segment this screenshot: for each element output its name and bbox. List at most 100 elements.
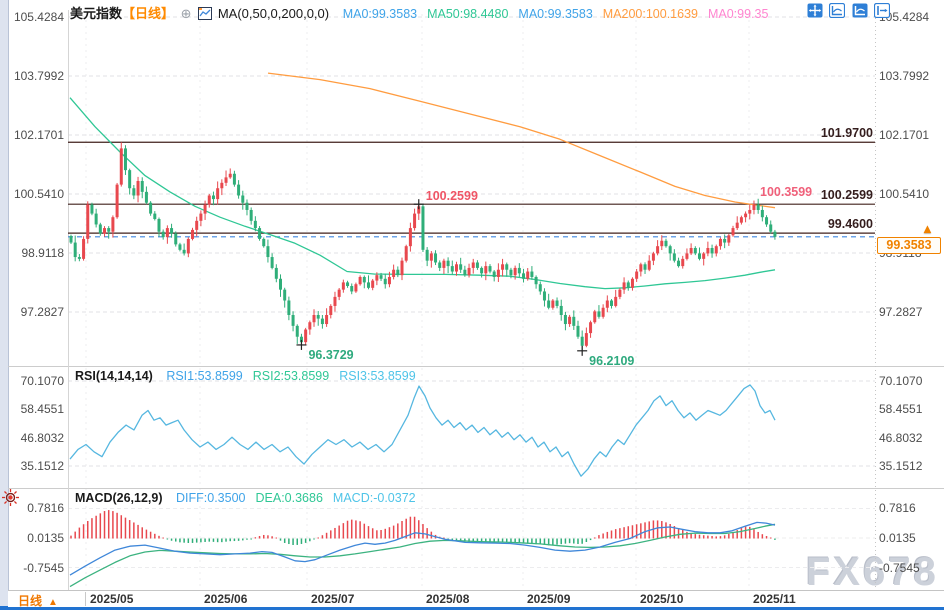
right-axis-label: 46.8032 xyxy=(879,430,923,445)
candle xyxy=(320,318,324,325)
candle xyxy=(501,264,505,270)
exit-right-icon[interactable] xyxy=(874,2,891,19)
candle xyxy=(568,316,572,325)
candle xyxy=(593,311,597,323)
candle xyxy=(677,260,681,267)
axis-scale-icon[interactable] xyxy=(829,2,846,19)
candle xyxy=(442,260,446,268)
left-axis-label: 97.2827 xyxy=(20,304,64,319)
ma-settings: MA(0,50,0,200,0,0) xyxy=(217,6,330,21)
candle xyxy=(773,231,777,237)
candle xyxy=(601,307,605,317)
candle xyxy=(517,267,521,274)
candle xyxy=(408,228,412,247)
resistance-level-label-1: 101.9700 xyxy=(820,126,873,140)
candle xyxy=(86,204,90,239)
candle xyxy=(107,228,111,232)
macd-values-item: DIFF:0.3500 xyxy=(176,491,246,505)
candle xyxy=(149,202,153,214)
expand-plus-icon[interactable]: ⊕ xyxy=(180,6,192,21)
candle xyxy=(542,291,546,301)
candle xyxy=(232,173,236,185)
candle xyxy=(123,148,127,171)
left-axis-label: 0.7816 xyxy=(27,501,64,516)
chart-header: 美元指数【日线】 ⊕ MA(0,50,0,200,0,0) MA0:99.358… xyxy=(70,3,768,21)
macd-title: MACD(26,12,9) xyxy=(75,491,163,505)
candle xyxy=(157,219,161,232)
candle xyxy=(174,233,178,245)
bottom-window-edge xyxy=(0,606,944,610)
candle xyxy=(635,271,639,279)
candle xyxy=(710,247,714,254)
candle xyxy=(656,246,660,254)
candle xyxy=(660,240,664,247)
left-axis-label: 70.1070 xyxy=(20,374,64,388)
candle xyxy=(739,217,743,223)
candle xyxy=(672,253,676,261)
candle xyxy=(706,247,710,254)
move-icon[interactable] xyxy=(807,3,823,18)
candle xyxy=(170,228,174,234)
candle xyxy=(191,229,195,239)
candle xyxy=(90,204,94,214)
candle xyxy=(563,314,567,325)
candle xyxy=(94,213,98,225)
candle xyxy=(693,247,697,254)
candle xyxy=(333,296,337,306)
candle xyxy=(354,284,358,292)
candle xyxy=(727,235,731,243)
candle xyxy=(643,264,647,270)
right-axis-label: 0.0135 xyxy=(879,531,916,545)
candle xyxy=(589,322,593,334)
candle xyxy=(538,284,542,292)
candle xyxy=(475,262,479,268)
right-axis-label: 105.4284 xyxy=(879,10,930,24)
chart-toolbar xyxy=(805,2,891,21)
ma-values-item: MA200:100.1639 xyxy=(602,7,698,21)
macd-values-item: DEA:0.3686 xyxy=(255,491,323,505)
fx678-watermark: FX678 xyxy=(806,550,939,594)
candle xyxy=(182,249,186,254)
candle xyxy=(434,253,438,263)
indicator-line xyxy=(69,97,776,290)
kline-chart-icon[interactable] xyxy=(198,7,213,23)
candle xyxy=(186,238,190,254)
axis-scale-filled-icon[interactable] xyxy=(852,3,868,18)
right-axis-label: 0.7816 xyxy=(879,501,916,516)
candle xyxy=(484,266,488,274)
rsi-title: RSI(14,14,14) xyxy=(75,369,153,383)
candle xyxy=(69,236,73,243)
rsi-values-item: RSI2:53.8599 xyxy=(252,369,330,383)
candle xyxy=(647,260,651,270)
candle xyxy=(203,204,207,214)
alert-sun-icon[interactable] xyxy=(1,488,20,512)
current-price-tag: 99.3583 xyxy=(877,237,941,254)
right-axis-label: 103.7992 xyxy=(879,69,930,83)
annotation-96.3729: 96.3729 xyxy=(308,347,354,362)
candle xyxy=(404,246,408,261)
candle xyxy=(77,257,81,259)
candle xyxy=(258,228,262,239)
candle xyxy=(522,273,526,279)
candle xyxy=(111,217,115,232)
indicator-line xyxy=(69,523,776,588)
left-axis-label: 0.0135 xyxy=(27,531,64,545)
candle xyxy=(584,333,588,346)
candle xyxy=(283,289,287,301)
candle xyxy=(622,282,626,290)
candle xyxy=(610,300,614,306)
candle xyxy=(220,182,224,189)
month-label: 2025/09 xyxy=(527,592,571,606)
candle xyxy=(429,253,433,261)
candle xyxy=(115,184,119,218)
candle xyxy=(450,266,454,272)
candle xyxy=(744,213,748,218)
candle xyxy=(760,209,764,218)
candle xyxy=(681,258,685,267)
left-axis-label: 46.8032 xyxy=(20,430,64,445)
candle xyxy=(304,329,308,343)
resistance-level-label-2: 100.2599 xyxy=(820,188,873,202)
period-selector[interactable]: 日线 ▲ xyxy=(8,592,86,608)
candle xyxy=(396,269,400,276)
